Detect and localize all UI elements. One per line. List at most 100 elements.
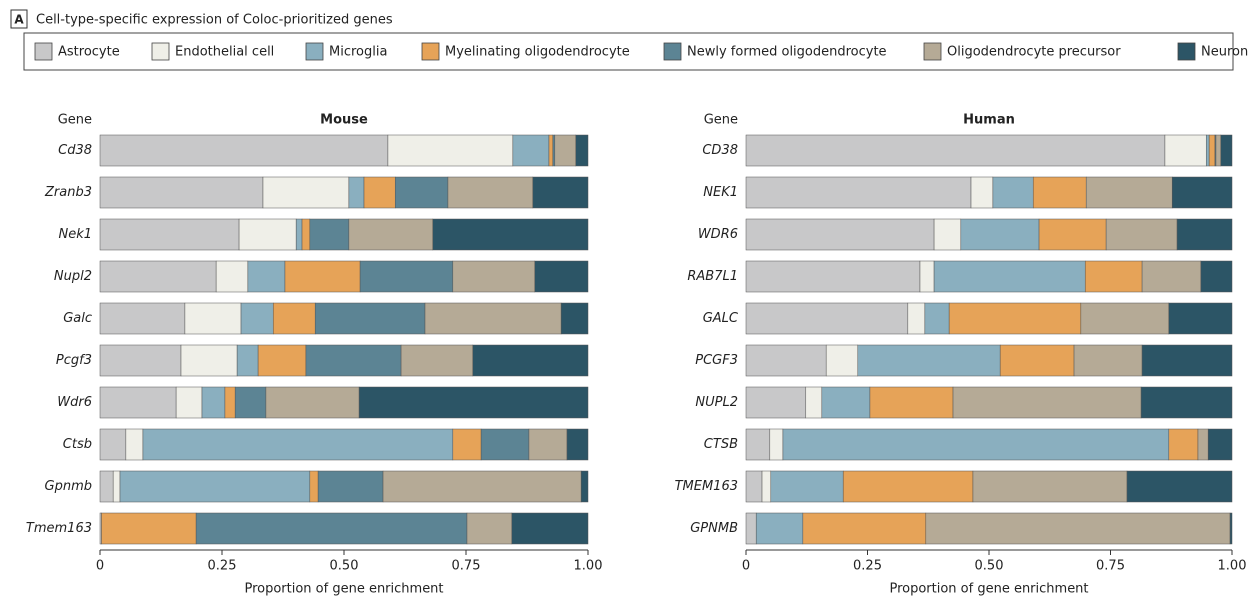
- chart-title: Mouse: [320, 113, 368, 128]
- bar-segment: [1197, 428, 1209, 461]
- bar-segment: [919, 260, 935, 293]
- y-tick-label: Cd38: [58, 143, 92, 158]
- bar-segment: [560, 302, 589, 335]
- bar-segment: [262, 176, 350, 209]
- bar-segment: [1215, 134, 1222, 167]
- bar-segment: [1126, 470, 1233, 503]
- bar-segment: [175, 386, 203, 419]
- bar-segment: [528, 428, 568, 461]
- y-tick-label: Pcgf3: [56, 353, 92, 368]
- bar-segment: [842, 470, 974, 503]
- bar-segment: [480, 428, 530, 461]
- bar-segment: [802, 512, 927, 545]
- bar-segment: [452, 260, 536, 293]
- y-tick-label: Nupl2: [54, 269, 92, 284]
- bar-segment: [284, 260, 361, 293]
- bar-segment: [970, 176, 994, 209]
- legend-swatch: [34, 42, 53, 61]
- legend-swatch: [923, 42, 942, 61]
- bar-segment: [745, 176, 972, 209]
- bar-segment: [358, 386, 589, 419]
- legend-swatch: [421, 42, 440, 61]
- bar-segment: [382, 470, 582, 503]
- bar-segment: [933, 260, 1086, 293]
- bar-segment: [960, 218, 1040, 251]
- bar-segment: [1164, 134, 1207, 167]
- bar-segment: [1200, 260, 1233, 293]
- bar-segment: [472, 344, 589, 377]
- bar-segment: [857, 344, 1001, 377]
- bar-segment: [825, 344, 859, 377]
- bar-segment: [432, 218, 589, 251]
- bar-segment: [869, 386, 954, 419]
- bar-segment: [99, 134, 389, 167]
- bar-segment: [1085, 176, 1173, 209]
- legend-swatch: [663, 42, 682, 61]
- y-tick-label: TMEM163: [675, 479, 738, 494]
- y-axis-label: Gene: [704, 113, 738, 128]
- bar-segment: [201, 386, 226, 419]
- bar-segment: [99, 344, 182, 377]
- bar-segment: [309, 470, 319, 503]
- bar-segment: [992, 176, 1034, 209]
- bar-segment: [99, 218, 240, 251]
- bar-segment: [348, 218, 434, 251]
- bar-segment: [745, 428, 771, 461]
- legend-swatch: [1177, 42, 1196, 61]
- bar-segment: [761, 470, 772, 503]
- bar-segment: [1208, 134, 1216, 167]
- x-tick-label: 0.25: [853, 559, 882, 574]
- bar-segment: [272, 302, 316, 335]
- bar-segment: [240, 302, 274, 335]
- bar-segment: [745, 386, 807, 419]
- legend-label: Myelinating oligodendrocyte: [445, 45, 630, 60]
- x-tick-label: 0.25: [208, 559, 237, 574]
- bar-segment: [745, 218, 935, 251]
- bar-segment: [394, 176, 449, 209]
- bar-segment: [119, 470, 311, 503]
- y-tick-label: WDR6: [698, 227, 738, 242]
- bar-segment: [1105, 218, 1178, 251]
- bar-segment: [99, 386, 177, 419]
- legend-box: [23, 32, 1234, 71]
- legend-label: Neuron: [1201, 45, 1248, 60]
- bar-segment: [1205, 134, 1210, 167]
- bar-segment: [387, 134, 514, 167]
- bar-segment: [907, 302, 926, 335]
- bar-segment: [782, 428, 1170, 461]
- y-tick-label: NEK1: [703, 185, 738, 200]
- y-tick-label: Ctsb: [63, 437, 92, 452]
- heading: Cell-type-specific expression of Coloc-p…: [36, 13, 393, 28]
- bar-segment: [180, 344, 238, 377]
- bar-segment: [755, 512, 804, 545]
- x-tick-label: 0.75: [1096, 559, 1125, 574]
- panel-label-box: [10, 9, 28, 29]
- x-tick-label: 0.50: [330, 559, 359, 574]
- bar-segment: [554, 134, 577, 167]
- bar-segment: [195, 512, 468, 545]
- bar-segment: [999, 344, 1075, 377]
- bar-segment: [745, 344, 827, 377]
- bar-segment: [301, 218, 311, 251]
- bar-segment: [575, 134, 589, 167]
- bar-segment: [257, 344, 307, 377]
- legend-label: Newly formed oligodendrocyte: [687, 45, 887, 60]
- bar-segment: [548, 134, 554, 167]
- bar-segment: [309, 218, 350, 251]
- bar-segment: [314, 302, 426, 335]
- y-tick-label: Nek1: [58, 227, 92, 242]
- bar-segment: [805, 386, 823, 419]
- bar-segment: [745, 134, 1166, 167]
- bar-segment: [236, 344, 259, 377]
- y-tick-label: RAB7L1: [687, 269, 738, 284]
- bar-segment: [745, 260, 921, 293]
- bar-segment: [532, 176, 589, 209]
- bar-segment: [265, 386, 360, 419]
- x-tick-label: 1.00: [574, 559, 603, 574]
- x-tick-label: 1.00: [1218, 559, 1247, 574]
- legend-swatch: [151, 42, 170, 61]
- x-axis-label: Proportion of gene enrichment: [244, 582, 443, 597]
- bar-segment: [972, 470, 1128, 503]
- y-tick-label: CD38: [702, 143, 738, 158]
- bar-segment: [1220, 134, 1233, 167]
